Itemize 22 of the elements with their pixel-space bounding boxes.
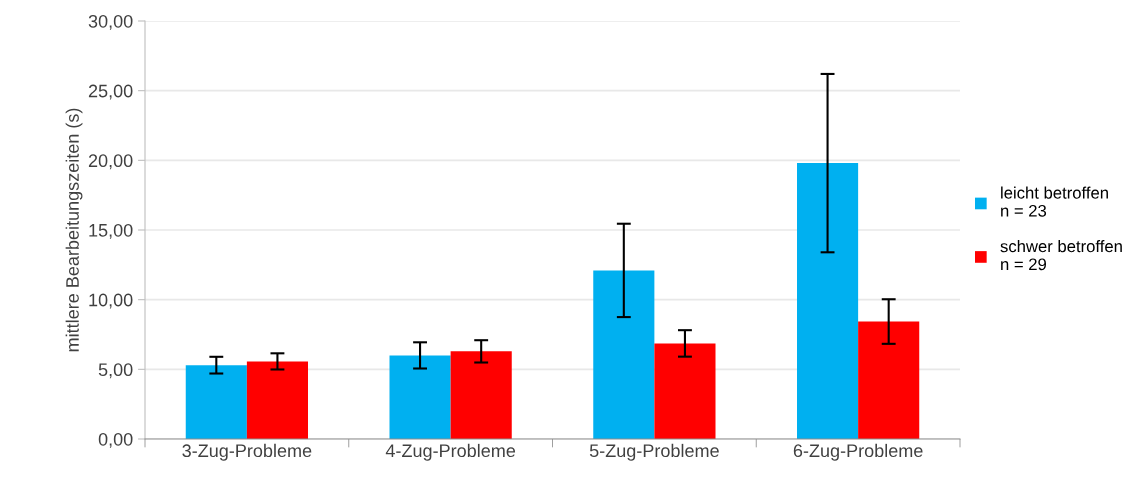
- y-tick-label: 20,00: [88, 154, 133, 170]
- y-tick-label: 10,00: [89, 293, 133, 309]
- legend-label: schwer betroffen n = 29: [1000, 240, 1122, 271]
- x-tick-label: 6-Zug-Probleme: [793, 443, 923, 461]
- bar: [593, 270, 655, 439]
- legend-label: leicht betroffen n = 23: [1001, 186, 1108, 217]
- y-axis-title: mittlere Bearbeitungszeiten (s): [65, 108, 83, 352]
- y-tick-label: 15,00: [89, 223, 133, 239]
- y-tick-label: 5,00: [98, 363, 133, 379]
- x-tick-label: 5-Zug-Probleme: [589, 443, 719, 461]
- x-tick-label: 3-Zug-Probleme: [182, 443, 312, 461]
- bar: [858, 321, 920, 439]
- bar: [654, 343, 716, 439]
- bar: [389, 355, 451, 439]
- bar: [450, 351, 512, 439]
- x-tick-label: 4-Zug-Probleme: [385, 443, 516, 461]
- y-tick-label: 0,00: [98, 432, 133, 448]
- y-tick-label: 25,00: [88, 84, 133, 100]
- y-tick-label: 30,00: [88, 14, 133, 30]
- bar: [246, 361, 308, 439]
- bar: [797, 163, 859, 439]
- bar: [185, 365, 247, 439]
